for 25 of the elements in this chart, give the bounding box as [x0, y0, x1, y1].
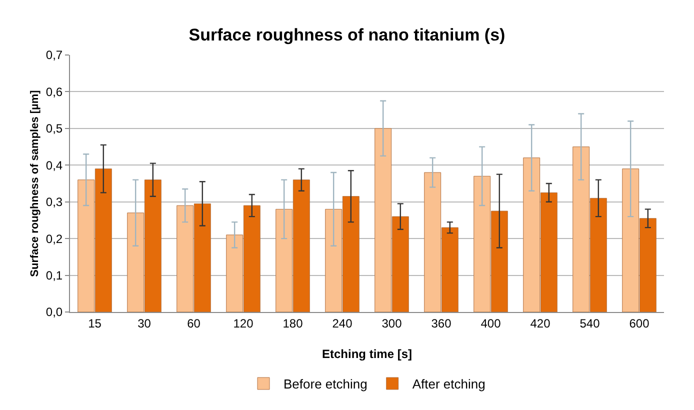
- x-tick-label: 420: [530, 316, 551, 330]
- x-tick-label: 15: [88, 316, 102, 330]
- x-tick-label: 180: [282, 316, 304, 330]
- legend-label: Before etching: [284, 376, 368, 392]
- x-tick-label: 400: [480, 316, 502, 330]
- chart-title: Surface roughness of nano titanium (s): [188, 26, 506, 45]
- x-tick-label: 360: [431, 316, 452, 330]
- x-tick-label: 540: [580, 316, 600, 330]
- y-tick-label: 0,7: [46, 48, 63, 62]
- x-tick-label: 600: [629, 316, 650, 330]
- y-tick-label: 0,2: [46, 232, 63, 246]
- y-axis-title: Surface roughness of samples [µm]: [29, 90, 41, 277]
- y-tick-label: 0,0: [46, 305, 63, 320]
- y-tick-label: 0,5: [46, 122, 63, 136]
- x-tick-label: 120: [233, 316, 254, 330]
- x-tick-label: 300: [382, 316, 402, 330]
- y-tick-label: 0,1: [46, 268, 63, 282]
- x-axis-title: Etching time [s]: [322, 347, 412, 361]
- y-tick-label: 0,4: [46, 158, 63, 172]
- legend-label: After etching: [412, 376, 486, 392]
- y-tick-label: 0,3: [46, 195, 63, 210]
- y-tick-label: 0,6: [46, 84, 63, 99]
- x-tick-label: 240: [332, 316, 353, 330]
- x-tick-label: 30: [138, 316, 152, 330]
- x-tick-label: 60: [187, 316, 201, 330]
